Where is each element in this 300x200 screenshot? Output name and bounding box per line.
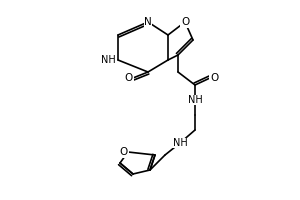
- Text: O: O: [210, 73, 218, 83]
- Text: O: O: [120, 147, 128, 157]
- Text: N: N: [144, 17, 152, 27]
- Text: O: O: [125, 73, 133, 83]
- Text: NH: NH: [188, 95, 202, 105]
- Text: O: O: [181, 17, 189, 27]
- Text: NH: NH: [172, 138, 188, 148]
- Text: NH: NH: [101, 55, 116, 65]
